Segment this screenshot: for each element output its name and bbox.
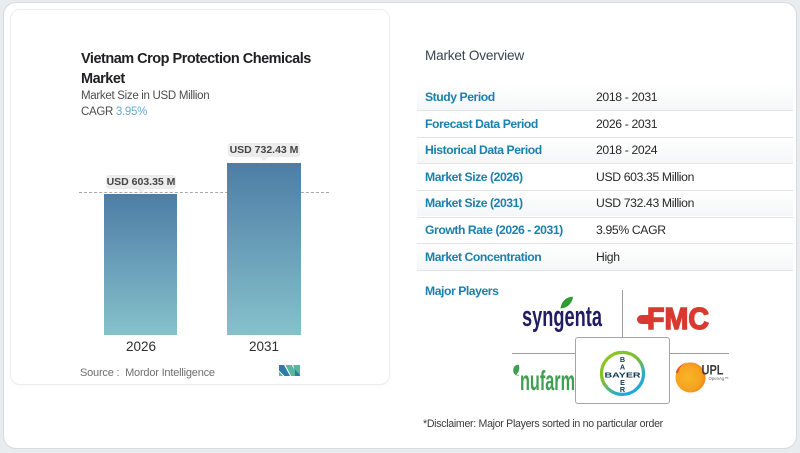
- svg-text:OpenAg™: OpenAg™: [709, 376, 729, 381]
- svg-text:FMC: FMC: [647, 305, 709, 332]
- svg-text:B: B: [620, 355, 625, 364]
- svg-text:nufarm: nufarm: [520, 365, 575, 392]
- svg-text:R: R: [620, 385, 626, 394]
- svg-text:UPL: UPL: [702, 361, 724, 377]
- svg-text:BAYER: BAYER: [605, 370, 642, 379]
- svg-text:E: E: [620, 378, 625, 387]
- svg-text:A: A: [620, 362, 625, 371]
